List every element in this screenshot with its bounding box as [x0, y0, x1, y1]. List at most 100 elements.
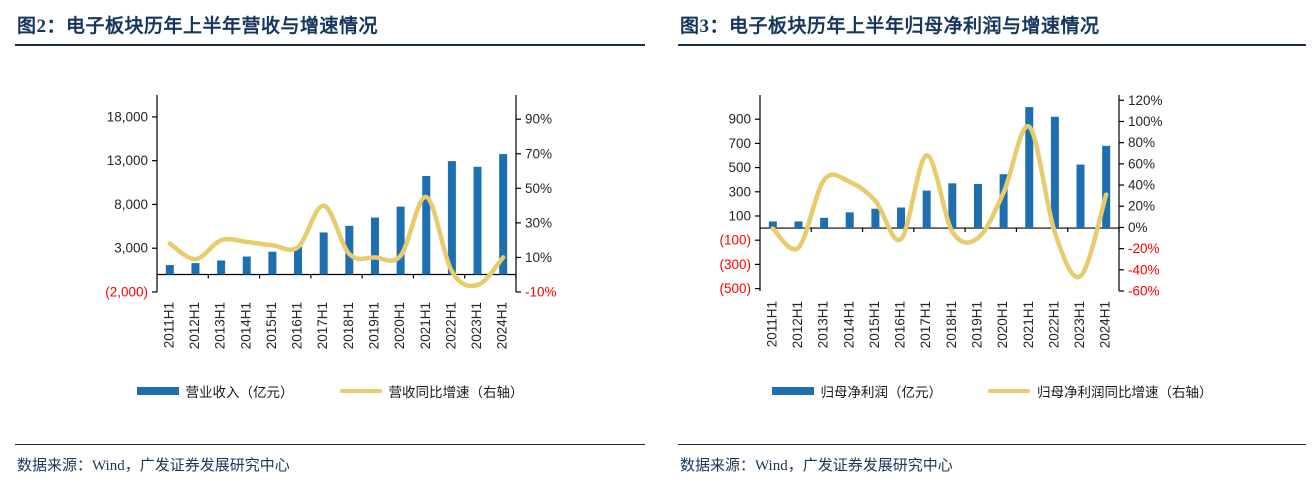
category-label: 2015H1	[264, 302, 279, 349]
category-label: 2017H1	[918, 301, 933, 348]
legend-bar-label: 归母净利润（亿元）	[820, 385, 943, 400]
bar-2022H1	[447, 161, 456, 275]
left-axis-tick-label: 900	[728, 112, 751, 127]
right-axis-tick-label: 100%	[1128, 114, 1163, 129]
bar-2020H1	[999, 174, 1008, 229]
category-label: 2023H1	[1072, 301, 1087, 348]
right-axis-tick-label: 50%	[525, 181, 552, 196]
legend-item-growth: 归母净利润同比增速（右轴）	[988, 381, 1213, 401]
category-label: 2012H1	[187, 302, 202, 349]
growth-line	[770, 124, 1109, 280]
category-label: 2013H1	[213, 302, 228, 349]
growth-line	[167, 194, 506, 289]
data-source: 数据来源：Wind，广发证券发展研究中心	[17, 458, 290, 474]
data-source: 数据来源：Wind，广发证券发展研究中心	[680, 458, 953, 474]
bar-2014H1	[845, 212, 854, 229]
category-label: 2011H1	[764, 301, 779, 347]
right-axis-tick-label: -20%	[1128, 241, 1160, 256]
bar-2023H1	[473, 166, 482, 275]
bar-2011H1	[165, 265, 174, 275]
legend-line-swatch	[988, 388, 1030, 394]
legend-item-growth: 营收同比增速（右轴）	[339, 381, 524, 401]
bar-2019H1	[973, 183, 982, 229]
left-axis-tick-label: 300	[728, 184, 751, 199]
category-label: 2017H1	[315, 302, 330, 349]
left-axis-tick-label: 13,000	[107, 153, 148, 168]
right-axis-tick-label: 20%	[1128, 199, 1155, 214]
legend-item-net-profit: 归母净利润（亿元）	[771, 381, 943, 401]
bar-2024H1	[499, 154, 508, 275]
category-label: 2016H1	[290, 302, 305, 349]
category-label: 2011H1	[161, 302, 176, 348]
left-axis-tick-label: (2,000)	[105, 285, 148, 300]
category-label: 2023H1	[469, 302, 484, 349]
left-axis-tick-label: (500)	[719, 281, 751, 296]
net-profit-chart: 900 700 500 300 100 (100) (300) (500) 120% 100% 80…	[719, 93, 1163, 348]
category-label: 2018H1	[341, 302, 356, 349]
bar-2012H1	[794, 221, 803, 229]
right-axis-tick-label: 80%	[1128, 135, 1155, 150]
bar-2019H1	[370, 217, 379, 275]
legend-line-label: 营收同比增速（右轴）	[388, 385, 524, 400]
category-label: 2014H1	[238, 302, 253, 349]
left-axis-tick-label: (300)	[719, 257, 751, 272]
category-label: 2022H1	[443, 302, 458, 349]
left-axis-tick-label: 700	[728, 136, 751, 151]
bar-2014H1	[242, 256, 251, 275]
category-label: 2021H1	[1021, 301, 1036, 348]
right-axis-tick-label: -10%	[525, 285, 557, 300]
bar-2013H1	[820, 217, 829, 229]
right-axis-tick-label: 90%	[525, 112, 552, 127]
figure-panel-revenue: 图2：电子板块历年上半年营收与增速情况 18,000 13,000 8,000 3,0…	[15, 0, 645, 499]
title-rule	[15, 44, 645, 46]
right-axis-tick-label: 70%	[525, 146, 552, 161]
category-label: 2020H1	[392, 302, 407, 349]
legend-line-swatch	[339, 388, 382, 394]
category-label: 2021H1	[418, 302, 433, 349]
bar-2015H1	[871, 208, 880, 229]
bar-2015H1	[268, 251, 277, 275]
bar-2024H1	[1102, 145, 1111, 229]
category-label: 2016H1	[893, 301, 908, 348]
bar-2021H1	[422, 175, 431, 275]
right-axis-tick-label: 10%	[525, 250, 552, 265]
left-axis-tick-label: 8,000	[114, 197, 148, 212]
legend-bar-swatch	[771, 387, 814, 395]
right-axis-tick-label: 30%	[525, 215, 552, 230]
legend-item-revenue: 营业收入（亿元）	[136, 381, 294, 401]
figure-title: 图2：电子板块历年上半年营收与增速情况	[17, 16, 379, 37]
category-label: 2013H1	[816, 301, 831, 348]
revenue-chart: 18,000 13,000 8,000 3,000 (2,000) 90% 70% 50% 30…	[105, 95, 557, 349]
category-label: 2014H1	[841, 301, 856, 348]
category-label: 2015H1	[867, 301, 882, 348]
bar-2016H1	[294, 246, 303, 275]
legend-line-label: 归母净利润同比增速（右轴）	[1037, 385, 1213, 400]
bar-2018H1	[345, 225, 354, 275]
right-axis-tick-label: -60%	[1128, 284, 1160, 299]
category-label: 2024H1	[1098, 301, 1113, 348]
right-axis-tick-label: 0%	[1128, 220, 1148, 235]
bar-2016H1	[897, 207, 906, 229]
category-label: 2019H1	[367, 302, 382, 349]
category-label: 2018H1	[944, 301, 959, 348]
category-label: 2022H1	[1046, 301, 1061, 348]
figure-panel-net-profit: 图3：电子板块历年上半年归母净利润与增速情况 900 700 500 300 100 (1…	[678, 0, 1306, 499]
bar-2017H1	[319, 232, 328, 275]
source-rule	[678, 444, 1306, 445]
left-axis-tick-label: 100	[728, 208, 751, 223]
title-rule	[678, 44, 1306, 46]
legend-bar-swatch	[136, 387, 179, 395]
source-rule	[15, 444, 645, 445]
right-axis-tick-label: -40%	[1128, 262, 1160, 277]
bar-2020H1	[396, 206, 405, 275]
legend-bar-label: 营业收入（亿元）	[185, 385, 294, 400]
category-label: 2020H1	[995, 301, 1010, 348]
right-axis-tick-label: 60%	[1128, 156, 1155, 171]
category-label: 2019H1	[970, 301, 985, 348]
right-axis-tick-label: 40%	[1128, 178, 1155, 193]
bar-2023H1	[1076, 164, 1085, 229]
bar-2011H1	[768, 221, 777, 229]
bar-2013H1	[217, 260, 226, 275]
chart-legend: 营业收入（亿元） 营收同比增速（右轴）	[15, 381, 645, 401]
